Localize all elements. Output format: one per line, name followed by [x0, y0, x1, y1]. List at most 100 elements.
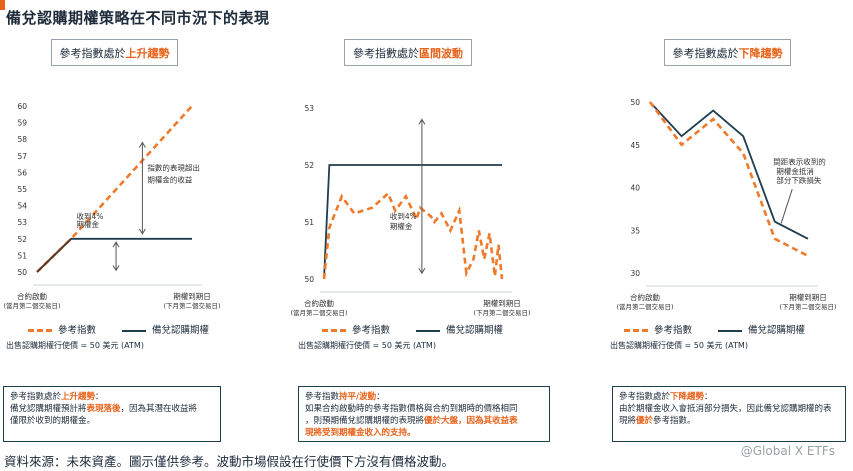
- y-tick-label: 50: [630, 98, 640, 107]
- y-tick-label: 40: [630, 184, 640, 193]
- annotation-text: 期權金抵消: [776, 166, 814, 176]
- x-label-start-sub: (當月第二個交易日): [290, 308, 347, 317]
- legend: 參考指數 備兌認購期權: [624, 322, 805, 336]
- x-label-end-sub: (下月第二個交易日): [163, 301, 220, 310]
- note-text: 參考指數。: [653, 416, 696, 426]
- panel-uptrend: 參考指數處於上升趨勢 50 51 52 53 54 55 56 57 58 59 60 合約啟動 (當月…: [0, 0, 270, 471]
- y-tick-label: 52: [304, 161, 314, 170]
- x-label-end-sub: (下月第二個交易日): [473, 308, 530, 317]
- arrowhead: [418, 118, 426, 125]
- note-text: 參考指數處於: [10, 392, 62, 402]
- y-tick-label: 50: [17, 268, 27, 277]
- annotation-text: 收到4%: [77, 211, 104, 221]
- legend-cc-label: 備兌認購期權: [446, 325, 504, 336]
- note-text: 現將: [619, 416, 637, 426]
- y-tick-label: 52: [17, 235, 27, 244]
- legend-cc-label: 備兌認購期權: [152, 325, 210, 336]
- chart-uptrend: 50 51 52 53 54 55 56 57 58 59 60 合約啟動(當月第二個交易日) 期權到期…: [3, 102, 220, 310]
- strike-note: 出售認購期權行使價 = 50 美元 (ATM): [298, 341, 436, 350]
- y-tick-label: 55: [17, 185, 27, 194]
- x-label-end: 期權到期日: [483, 298, 521, 308]
- note-highlight: 優於: [636, 416, 654, 426]
- header-prefix: 參考指數處於: [353, 47, 419, 60]
- y-tick-label: 57: [17, 152, 27, 161]
- x-label-start-sub: (當月第二個交易日): [3, 301, 60, 310]
- x-label-start: 合約啟動: [17, 291, 47, 301]
- header-highlight: 下降趨勢: [738, 47, 783, 60]
- x-label-start: 合約啟動: [304, 298, 334, 308]
- x-label-end: 期權到期日: [789, 292, 827, 302]
- note-text: 僅限於收到的期權金。: [10, 416, 96, 426]
- annotation-text: 期權金: [390, 221, 413, 231]
- header-prefix: 參考指數處於: [672, 47, 739, 60]
- note-highlight: 優於大盤，因為其收益表: [424, 416, 518, 426]
- annotation-text: 部分下跌損失: [776, 175, 821, 185]
- note-highlight: 表現落後: [86, 404, 121, 414]
- legend: 參考指數 備兌認購期權: [322, 322, 503, 336]
- note-text: ：: [376, 392, 385, 402]
- note-text: 由於期權金收入會抵消部分損失，因此備兌認購期權的表: [619, 404, 832, 414]
- note-text: ：: [704, 392, 713, 402]
- note-highlight: 下降趨勢: [670, 392, 705, 402]
- note-highlight: 現將受到期權金收入的支持。: [305, 428, 416, 438]
- legend-underlying-swatch: [322, 329, 346, 332]
- y-tick-label: 58: [17, 135, 27, 144]
- watermark: @Global X ETFs: [740, 444, 835, 458]
- note-text: ，因為其潛在收益將: [120, 404, 198, 414]
- x-label-start: 合約啟動: [630, 292, 660, 302]
- panel-header: 參考指數處於下降趨勢: [664, 39, 791, 66]
- arrowhead: [112, 265, 120, 272]
- legend-cc-swatch: [122, 329, 147, 332]
- source-note: 資料來源：未來資產。圖示僅供參考。波動市場假設在行使價下方沒有價格波動。: [4, 454, 455, 469]
- arrowhead: [138, 228, 146, 235]
- note-text: ：: [95, 392, 104, 402]
- note-text: 參考指數: [305, 392, 340, 402]
- panel-header: 參考指數處於上升趨勢: [51, 39, 178, 66]
- x-label-end: 期權到期日: [173, 291, 211, 301]
- strike-note: 出售認購期權行使價 = 50 美元 (ATM): [610, 341, 748, 350]
- annotation-pointer: [780, 189, 793, 224]
- panel-note: 參考指數處於下降趨勢： 由於期權金收入會抵消部分損失，因此備兌認購期權的表 現將…: [612, 386, 846, 442]
- annotation-text: 收到4%: [390, 211, 417, 221]
- annotation-text: 間距表示收到的: [773, 156, 826, 166]
- y-tick-label: 50: [304, 275, 314, 284]
- header-prefix: 參考指數處於: [59, 47, 126, 60]
- x-label-end-sub: (下月第二個交易日): [779, 302, 836, 311]
- series-line-underlying: [648, 101, 809, 258]
- arrowhead: [112, 241, 120, 248]
- series-line-underlying: [36, 105, 193, 273]
- y-tick-label: 53: [17, 218, 27, 227]
- legend-underlying-label: 參考指數: [352, 325, 391, 336]
- y-tick-label: 30: [630, 269, 640, 278]
- y-tick-label: 35: [630, 226, 640, 235]
- arrowhead: [138, 141, 146, 148]
- chart-downtrend: 30 35 40 45 50 合約啟動(當月第二個交易日) 期權到期日(下月第二個交易日) 間…: [616, 98, 836, 311]
- y-tick-label: 56: [17, 168, 27, 177]
- panel-note: 參考指數持平/波動： 如果合約啟動時的參考指數價格與合約到期時的價格相同 ，則預…: [298, 386, 550, 442]
- chart-range: 50 51 52 53 合約啟動(當月第二個交易日) 期權到期日(下月第二個交易日) 收到4…: [290, 104, 530, 317]
- page-title: 備兌認購期權策略在不同市況下的表現: [6, 9, 270, 27]
- series-shared-segment: [36, 238, 72, 273]
- series-line-covered-call: [649, 101, 809, 240]
- x-label-start-sub: (當月第二個交易日): [616, 302, 673, 311]
- panel-range: 參考指數處於區間波動 50 51 52 53 合約啟動 (當月第二個交易日) 期權到期日 (下…: [290, 0, 560, 471]
- series-line-covered-call: [323, 164, 502, 280]
- note-highlight: 持平/波動: [339, 392, 377, 402]
- panel-downtrend: 參考指數處於下降趨勢 30 35 40 45 50 合約啟動 (當月第二個交易日) 期權到期日…: [580, 0, 850, 471]
- title-accent-bar: [0, 0, 5, 10]
- annotation-text: 期權金: [77, 219, 100, 229]
- legend: 參考指數 備兌認購期權: [28, 322, 209, 336]
- legend-cc-swatch: [718, 329, 743, 332]
- y-tick-label: 60: [17, 102, 27, 111]
- header-highlight: 區間波動: [419, 47, 463, 60]
- strike-note: 出售認購期權行使價 = 50 美元 (ATM): [6, 341, 144, 350]
- series-line-underlying: [322, 191, 504, 280]
- panel-header: 參考指數處於區間波動: [344, 39, 472, 66]
- y-tick-label: 45: [630, 141, 640, 150]
- y-tick-label: 51: [304, 218, 314, 227]
- legend-underlying-swatch: [624, 329, 648, 332]
- header-highlight: 上升趨勢: [125, 47, 170, 60]
- legend-underlying-swatch: [28, 329, 52, 332]
- y-tick-label: 59: [17, 119, 27, 128]
- note-highlight: 上升趨勢: [61, 392, 96, 402]
